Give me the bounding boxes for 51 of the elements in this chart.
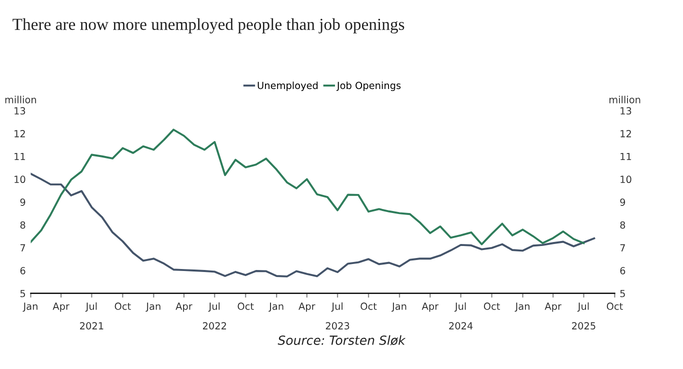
y2-tick-label: 9 [620, 198, 626, 206]
y-tick-label: 13 [14, 107, 26, 115]
x-tick-label: Apr [52, 302, 70, 312]
y2-tick-label: 10 [620, 176, 632, 184]
legend-label: Unemployed [258, 82, 318, 91]
y2-tick-label: 11 [620, 152, 632, 160]
x-tick-label: Jul [208, 302, 220, 312]
x2-tick-label: 2023 [326, 322, 350, 330]
line-series [30, 172, 596, 278]
x2-tick-label: 2022 [202, 322, 226, 330]
source-note: Source: Torsten Sløk [278, 335, 406, 346]
y2-tick-label: 6 [620, 267, 626, 274]
x-tick-label: Jul [331, 302, 342, 312]
y2-axis-title: million [609, 96, 640, 104]
y2-tick-label: 8 [620, 221, 626, 229]
x-tick-label: Jan [268, 302, 284, 312]
x-tick-label: Oct [238, 302, 254, 310]
x-tick-label: Jul [454, 302, 466, 312]
y-tick-label: 6 [20, 267, 26, 274]
y-tick-label: 8 [20, 221, 26, 229]
x-tick-label: Apr [176, 302, 192, 312]
x-tick-label: Apr [298, 302, 316, 312]
x-tick-label: Oct [484, 302, 500, 310]
x-tick-label: Apr [422, 302, 439, 312]
x-tick-label: Jul [85, 302, 97, 312]
x2-tick-label: 2021 [80, 322, 104, 330]
x-tick-label: Jan [146, 302, 160, 312]
y2-tick-label: 7 [620, 244, 625, 252]
legend-label: Job Openings [336, 82, 401, 91]
y-tick-label: 7 [20, 244, 26, 252]
x-tick-label: Apr [544, 302, 562, 312]
x2-tick-label: 2024 [449, 322, 473, 330]
y-tick-label: 5 [20, 290, 26, 298]
y-tick-label: 11 [14, 152, 25, 160]
x-tick-label: Jan [22, 302, 38, 312]
y-axis-title: million [5, 96, 36, 104]
x-tick-label: Jul [577, 302, 589, 312]
x2-tick-label: 2025 [572, 322, 596, 330]
x-tick-label: Jan [514, 302, 530, 312]
y2-tick-label: 13 [620, 107, 632, 115]
line-series [30, 128, 585, 246]
y2-tick-label: 5 [620, 290, 625, 298]
y-tick-label: 9 [20, 198, 26, 206]
x-tick-label: Oct [606, 302, 623, 310]
y-tick-label: 10 [14, 176, 26, 184]
y-tick-label: 12 [14, 130, 25, 138]
x-tick-label: Jan [392, 302, 406, 312]
chart-title: There are now more unemployed people than job openings [12, 18, 404, 34]
y2-tick-label: 12 [620, 130, 631, 138]
x-tick-label: Oct [114, 302, 131, 310]
x-tick-label: Oct [360, 302, 377, 310]
